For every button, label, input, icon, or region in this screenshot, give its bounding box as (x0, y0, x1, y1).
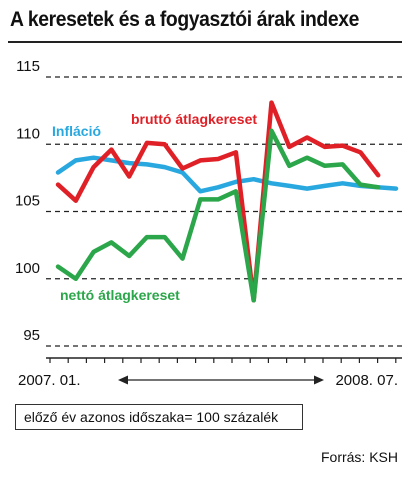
series-label-2: nettó átlagkereset (60, 287, 180, 303)
y-tick-label: 100 (15, 260, 40, 277)
x-start-label: 2007. 01. (18, 372, 81, 389)
y-tick-label: 115 (16, 58, 40, 75)
note-box: előző év azonos időszaka= 100 százalék (15, 404, 303, 430)
x-end-label: 2008. 07. (335, 372, 398, 389)
line-chart: 95 100 105 110 115 Infláció bruttó átlagkeres… (15, 58, 402, 389)
arrowhead-right (314, 375, 324, 385)
y-tick-label: 110 (16, 125, 40, 142)
x-axis: 2007. 01. 2008. 07. (18, 357, 402, 389)
y-tick-label: 105 (15, 193, 40, 210)
series-label-1: bruttó átlagkereset (131, 111, 257, 127)
series-labels: Infláció bruttó átlagkereset nettó átlagke… (51, 110, 259, 305)
series-line-2 (55, 128, 381, 303)
series-label-0: Infláció (52, 123, 101, 139)
arrowhead-left (118, 375, 128, 385)
title-rule (8, 41, 402, 43)
y-tick-label: 95 (23, 327, 40, 344)
chart-title: A keresetek és a fogyasztói árak indexe (10, 8, 359, 31)
y-axis: 95 100 105 110 115 (15, 58, 40, 344)
series-line-1 (55, 100, 381, 303)
source-label: Forrás: KSH (320, 449, 398, 465)
series-lines (55, 100, 399, 303)
series-line-0 (55, 155, 399, 194)
